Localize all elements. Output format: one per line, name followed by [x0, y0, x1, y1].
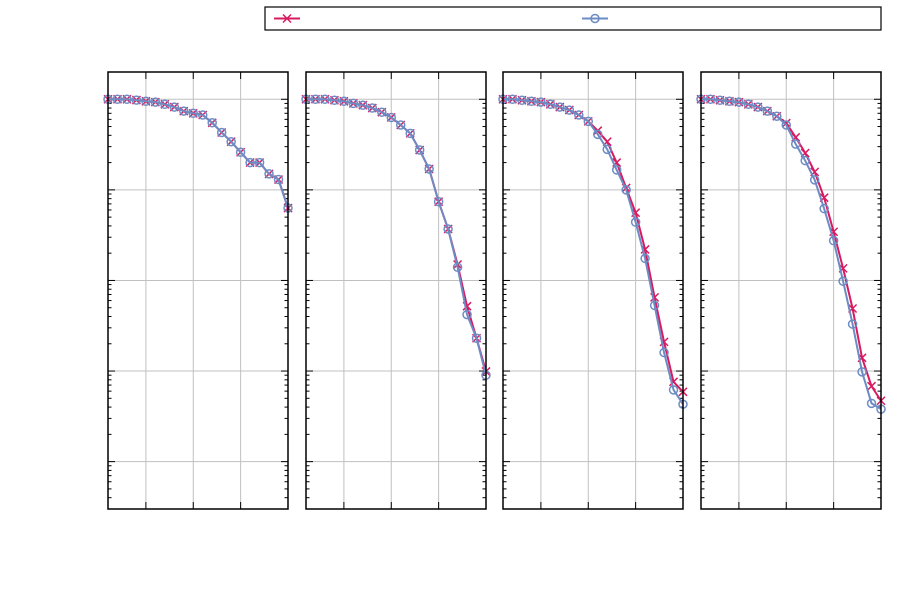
marker-circle	[112, 94, 123, 105]
marker-x	[866, 381, 877, 391]
marker-circle	[405, 128, 415, 139]
marker-circle	[724, 96, 735, 107]
marker-circle	[150, 97, 161, 107]
marker-circle	[462, 309, 472, 320]
marker-circle	[179, 106, 189, 116]
marker-circle	[668, 385, 679, 395]
marker-circle	[564, 105, 575, 115]
marker-circle	[216, 127, 227, 138]
marker-circle	[790, 139, 801, 149]
series-line	[503, 98, 684, 405]
legend	[264, 6, 882, 31]
marker-circle	[226, 136, 236, 147]
marker-circle	[386, 112, 397, 123]
plot-frame	[700, 71, 882, 510]
marker-circle	[424, 164, 434, 174]
marker-circle	[705, 94, 716, 105]
legend-marker	[282, 13, 292, 24]
marker-circle	[141, 96, 151, 107]
marker-circle	[197, 110, 208, 120]
marker-circle	[160, 99, 170, 110]
plot-frame	[305, 71, 487, 510]
series-line	[503, 98, 684, 393]
marker-circle	[414, 145, 425, 155]
plot-frame	[502, 71, 684, 510]
marker-circle	[630, 217, 641, 227]
series-line	[108, 98, 289, 209]
marker-circle	[781, 120, 792, 130]
marker-circle	[592, 129, 603, 140]
marker-circle	[320, 94, 330, 105]
marker-circle	[367, 103, 378, 113]
marker-circle	[649, 300, 660, 311]
marker-circle	[131, 95, 142, 105]
marker-circle	[188, 108, 199, 119]
marker-circle	[819, 203, 829, 214]
marker-circle	[800, 155, 810, 166]
marker-circle	[574, 110, 584, 120]
marker-circle	[621, 185, 631, 195]
marker-circle	[348, 98, 359, 109]
marker-circle	[734, 97, 744, 107]
marker-circle	[828, 235, 839, 246]
legend-marker	[590, 13, 600, 24]
marker-circle	[602, 144, 612, 155]
marker-circle	[329, 95, 340, 106]
marker-circle	[659, 347, 669, 358]
marker-circle	[235, 147, 246, 158]
marker-circle	[471, 333, 482, 344]
plot-frame	[107, 71, 289, 510]
marker-circle	[207, 118, 217, 128]
marker-circle	[583, 116, 594, 127]
marker-circle	[339, 96, 349, 107]
series-line	[701, 98, 882, 410]
marker-circle	[377, 107, 387, 117]
marker-circle	[838, 276, 848, 286]
marker-circle	[310, 94, 321, 105]
marker-circle	[245, 157, 255, 168]
series-line	[701, 98, 882, 402]
marker-circle	[847, 319, 858, 329]
marker-circle	[611, 165, 622, 175]
marker-circle	[772, 111, 782, 121]
marker-circle	[715, 95, 725, 106]
marker-circle	[443, 224, 453, 234]
marker-circle	[743, 99, 754, 110]
marker-circle	[254, 157, 265, 168]
series-line	[306, 98, 487, 376]
marker-circle	[122, 94, 132, 105]
marker-x	[781, 118, 791, 128]
marker-circle	[762, 106, 773, 116]
marker-circle	[555, 102, 565, 112]
marker-circle	[526, 96, 537, 107]
marker-circle	[866, 398, 877, 409]
marker-circle	[507, 94, 518, 105]
series-line	[108, 98, 289, 209]
marker-circle	[358, 100, 368, 110]
series-line	[306, 98, 487, 372]
marker-circle	[809, 175, 820, 185]
marker-circle	[452, 262, 463, 272]
marker-circle	[545, 99, 556, 110]
marker-circle	[640, 253, 650, 264]
marker-circle	[273, 174, 284, 185]
marker-circle	[395, 120, 406, 130]
marker-circle	[264, 169, 274, 179]
marker-circle	[536, 97, 546, 107]
marker-circle	[753, 102, 763, 112]
marker-circle	[433, 196, 444, 207]
marker-circle	[169, 102, 180, 112]
marker-circle	[857, 367, 867, 377]
marker-circle	[517, 95, 527, 106]
